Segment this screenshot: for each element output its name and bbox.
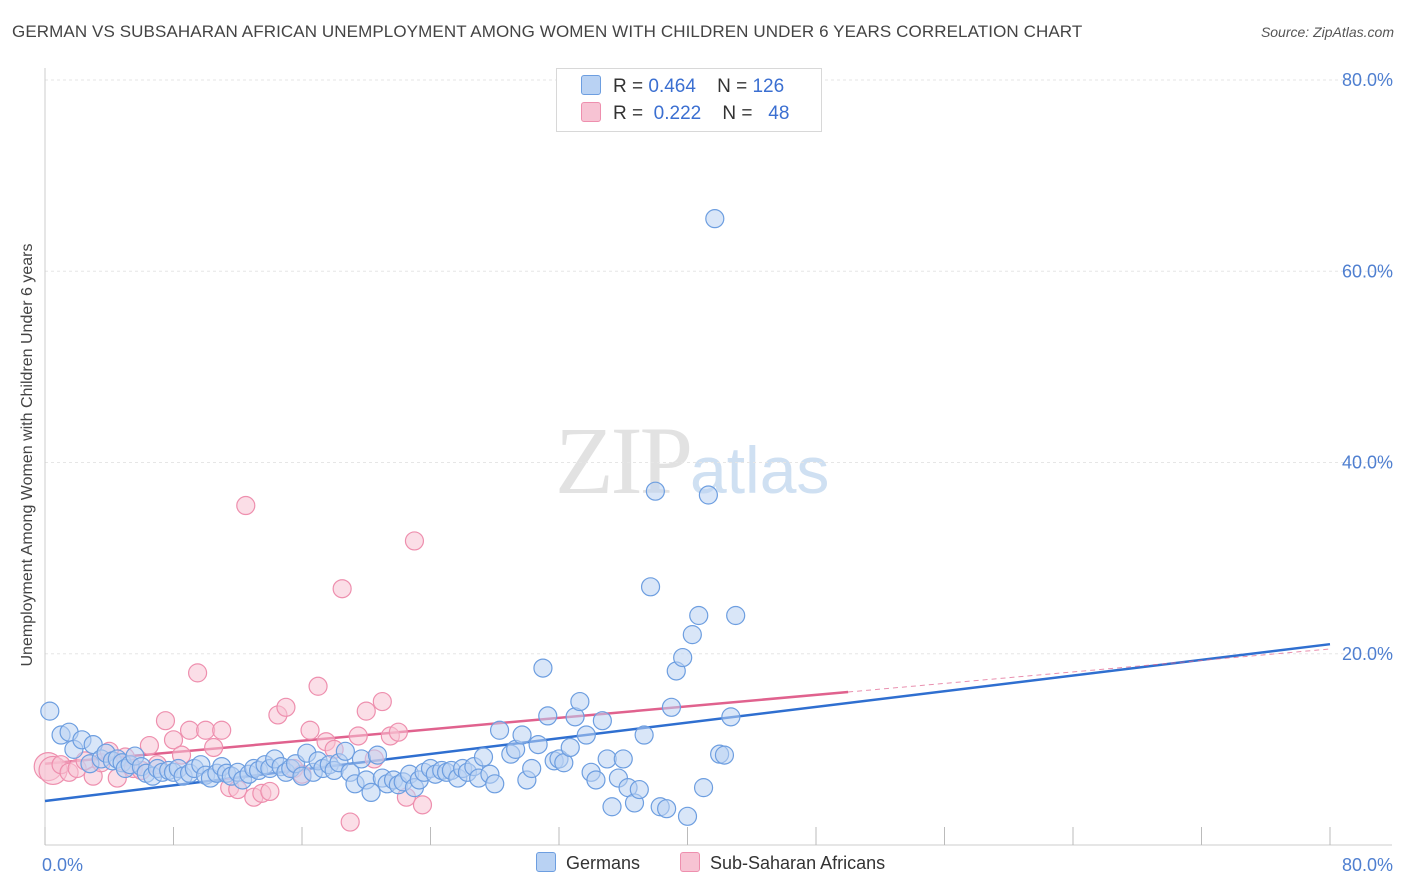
point-germans bbox=[613, 749, 633, 769]
point-africans bbox=[308, 676, 328, 696]
point-africans bbox=[348, 726, 368, 746]
point-africans bbox=[204, 737, 224, 758]
point-africans bbox=[276, 697, 296, 717]
chart-title: GERMAN VS SUBSAHARAN AFRICAN UNEMPLOYMEN… bbox=[12, 22, 1083, 41]
bottom-legend-germans: Germans bbox=[536, 852, 640, 874]
point-germans bbox=[592, 711, 612, 731]
legend-r-value-africans: 0.222 bbox=[653, 103, 702, 124]
data-points bbox=[33, 209, 746, 832]
point-africans bbox=[179, 720, 200, 740]
point-germans bbox=[533, 658, 553, 678]
grid-lines bbox=[45, 79, 1392, 655]
point-africans bbox=[412, 795, 433, 815]
point-germans bbox=[560, 737, 580, 758]
point-germans bbox=[597, 749, 617, 769]
point-germans bbox=[693, 778, 714, 798]
point-germans bbox=[657, 799, 677, 819]
point-germans bbox=[528, 734, 548, 755]
point-germans bbox=[335, 741, 355, 761]
point-germans bbox=[485, 774, 505, 794]
y-tick-label: 40.0% bbox=[1342, 453, 1393, 473]
point-germans bbox=[661, 697, 682, 717]
point-africans bbox=[332, 579, 352, 599]
point-germans bbox=[714, 745, 735, 765]
legend-swatch-germans bbox=[581, 75, 601, 95]
point-germans bbox=[640, 577, 661, 597]
bottom-legend-label-africans: Sub-Saharan Africans bbox=[710, 853, 886, 873]
point-germans bbox=[726, 605, 746, 626]
legend-n-value-germans: 126 bbox=[752, 76, 785, 97]
point-germans bbox=[512, 725, 532, 745]
point-africans bbox=[388, 722, 408, 742]
y-tick-label: 60.0% bbox=[1342, 261, 1393, 281]
point-germans bbox=[721, 707, 741, 727]
point-germans bbox=[673, 647, 693, 668]
legend-swatch-africans bbox=[581, 102, 601, 122]
point-africans bbox=[260, 781, 280, 802]
point-germans bbox=[570, 691, 590, 712]
legend-row-africans: R = 0.222 N = 48 bbox=[581, 102, 789, 126]
point-germans bbox=[689, 605, 709, 626]
point-germans bbox=[538, 706, 558, 726]
tick-labels: 20.0% 40.0% 60.0% 80.0% 0.0% 80.0% bbox=[42, 70, 1393, 875]
point-africans bbox=[340, 812, 360, 832]
point-africans bbox=[212, 720, 232, 740]
point-germans bbox=[705, 209, 725, 229]
point-germans bbox=[40, 701, 60, 721]
point-germans bbox=[522, 758, 542, 779]
legend-r-label-germans: R = bbox=[613, 76, 644, 97]
point-germans bbox=[586, 770, 606, 790]
legend-r-label-africans: R = bbox=[613, 103, 644, 124]
point-africans bbox=[163, 730, 184, 750]
point-germans bbox=[645, 481, 665, 501]
bottom-legend-africans: Sub-Saharan Africans bbox=[680, 852, 885, 874]
point-africans bbox=[236, 495, 256, 516]
correlation-legend: R = 0.464 N = 126 R = 0.222 N = 48 bbox=[556, 68, 822, 132]
point-germans bbox=[489, 720, 510, 740]
legend-n-value-africans: 48 bbox=[768, 103, 790, 124]
point-africans bbox=[155, 711, 176, 731]
point-germans bbox=[576, 725, 596, 745]
trend-extension-africans bbox=[848, 648, 1331, 693]
point-africans bbox=[196, 720, 216, 740]
axes bbox=[44, 68, 1392, 846]
source-label: Source: ZipAtlas.com bbox=[1260, 24, 1394, 40]
point-germans bbox=[629, 779, 649, 800]
legend-n-label-africans: N = bbox=[722, 103, 753, 124]
bottom-legend-swatch-germans bbox=[536, 852, 556, 872]
legend-r-value-germans: 0.464 bbox=[648, 76, 696, 97]
point-germans bbox=[361, 782, 381, 803]
watermark-zip: ZIP bbox=[555, 407, 693, 514]
point-africans bbox=[404, 531, 425, 551]
point-germans bbox=[473, 747, 494, 767]
point-germans bbox=[367, 745, 388, 765]
watermark: ZIPatlas bbox=[555, 405, 829, 516]
point-germans bbox=[677, 806, 698, 826]
legend-row-germans: R = 0.464 N = 126 bbox=[581, 75, 784, 99]
point-africans bbox=[139, 735, 160, 756]
legend-n-label-germans: N = bbox=[717, 76, 748, 97]
point-germans bbox=[602, 797, 622, 817]
point-germans bbox=[351, 749, 372, 769]
x-tick-label-min: 0.0% bbox=[42, 855, 83, 875]
y-tick-label: 80.0% bbox=[1342, 70, 1393, 90]
point-africans bbox=[372, 691, 392, 712]
bottom-legend-swatch-africans bbox=[680, 852, 700, 872]
point-germans bbox=[682, 625, 702, 645]
bottom-legend-label-germans: Germans bbox=[566, 853, 641, 873]
point-africans bbox=[300, 720, 320, 740]
point-africans bbox=[187, 663, 208, 683]
point-germans bbox=[634, 725, 654, 745]
point-africans bbox=[356, 701, 376, 721]
x-tick-label-max: 80.0% bbox=[1342, 855, 1393, 875]
point-germans bbox=[698, 485, 718, 505]
y-tick-label: 20.0% bbox=[1342, 644, 1393, 664]
